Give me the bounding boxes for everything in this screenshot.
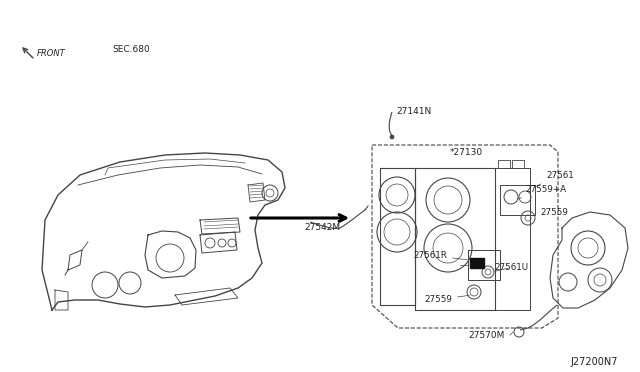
Circle shape [390, 135, 394, 139]
Text: 27559: 27559 [534, 208, 568, 220]
Bar [470, 258, 484, 268]
Text: 27542M: 27542M [304, 224, 340, 232]
Text: 27559: 27559 [424, 295, 469, 304]
Text: 27561R: 27561R [413, 251, 467, 260]
Text: 27561U: 27561U [494, 263, 528, 272]
Text: 27570M: 27570M [468, 330, 504, 340]
Text: 27561: 27561 [534, 171, 573, 187]
Text: 27559+A: 27559+A [518, 185, 566, 199]
Text: J27200N7: J27200N7 [570, 357, 618, 367]
Text: 27141N: 27141N [396, 108, 431, 116]
Text: SEC.680: SEC.680 [112, 45, 150, 55]
Text: FRONT: FRONT [37, 48, 66, 58]
Text: *27130: *27130 [450, 148, 483, 157]
